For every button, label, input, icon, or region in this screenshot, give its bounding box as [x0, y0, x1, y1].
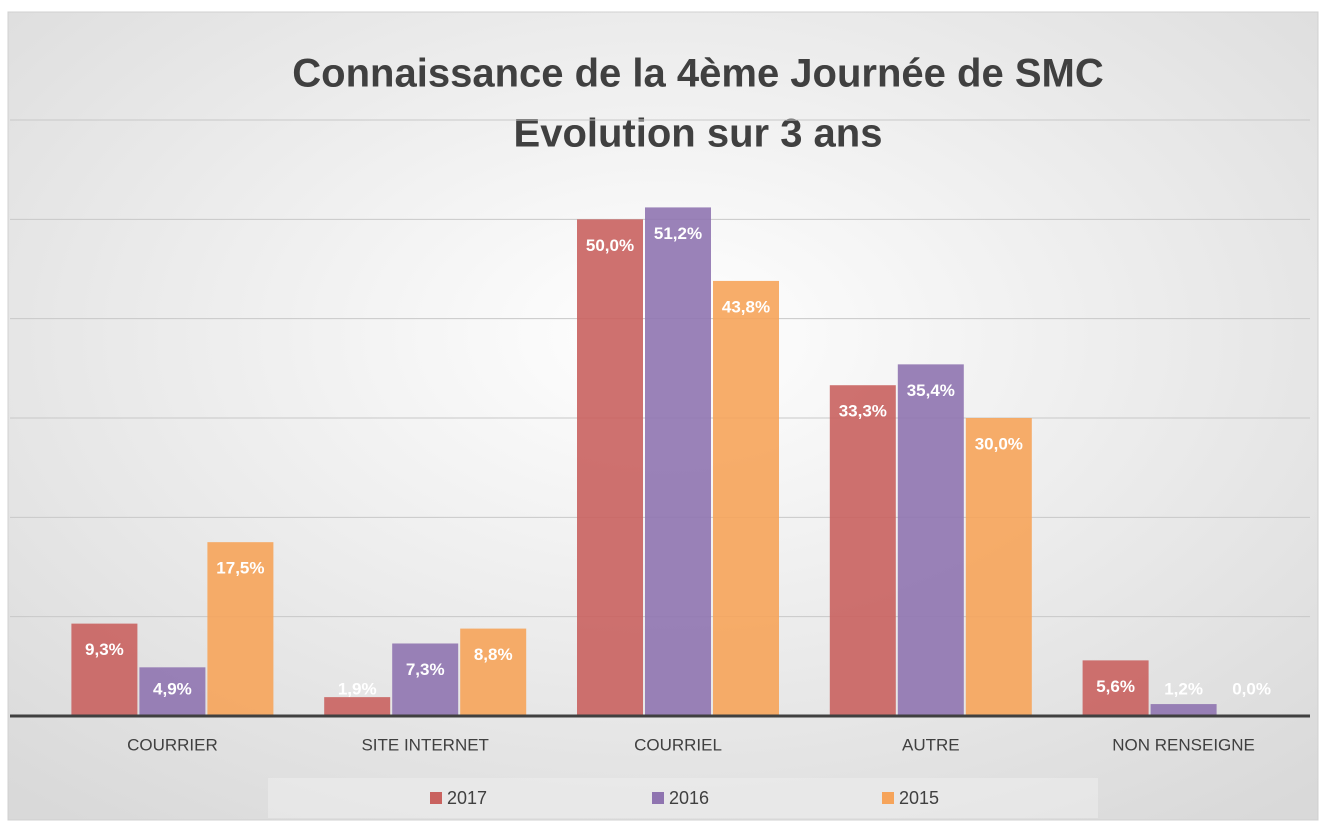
data-label: 33,3% — [839, 402, 887, 421]
data-label: 43,8% — [722, 297, 770, 316]
bar — [1150, 704, 1217, 716]
x-tick-label: NON RENSEIGNE — [1112, 735, 1255, 754]
bar — [829, 385, 896, 716]
legend-label: 2015 — [899, 788, 939, 808]
chart-subtitle: Evolution sur 3 ans — [514, 112, 883, 156]
data-label: 35,4% — [907, 381, 955, 400]
data-label: 1,9% — [338, 679, 377, 698]
bar — [965, 418, 1032, 716]
data-label: 50,0% — [586, 236, 634, 255]
bar — [207, 542, 274, 716]
data-label: 8,8% — [474, 645, 513, 664]
bar — [392, 643, 459, 716]
data-label: 1,2% — [1164, 679, 1203, 698]
legend-swatch — [430, 792, 442, 804]
legend-bg — [268, 778, 1098, 818]
data-label: 9,3% — [85, 640, 124, 659]
x-tick-label: COURRIER — [127, 735, 218, 754]
bar — [324, 697, 391, 716]
bar — [460, 628, 527, 716]
bar — [645, 207, 711, 716]
x-tick-label: SITE INTERNET — [361, 735, 489, 754]
bar — [139, 667, 206, 716]
chart-title: Connaissance de la 4ème Journée de SMC — [292, 52, 1103, 96]
x-tick-label: AUTRE — [902, 735, 960, 754]
legend-swatch — [652, 792, 664, 804]
data-label: 5,6% — [1096, 677, 1135, 696]
legend-swatch — [882, 792, 894, 804]
x-tick-label: COURRIEL — [634, 735, 722, 754]
legend-label: 2016 — [669, 788, 709, 808]
data-label: 17,5% — [216, 559, 264, 578]
data-label: 30,0% — [975, 434, 1023, 453]
bar — [1082, 660, 1149, 716]
bar — [577, 219, 643, 717]
bar — [897, 364, 964, 716]
legend-label: 2017 — [447, 788, 487, 808]
bar — [71, 623, 138, 716]
data-label: 51,2% — [654, 224, 702, 243]
data-label: 0,0% — [1232, 679, 1271, 698]
bar — [713, 280, 779, 716]
data-label: 7,3% — [406, 660, 445, 679]
data-label: 4,9% — [153, 679, 192, 698]
